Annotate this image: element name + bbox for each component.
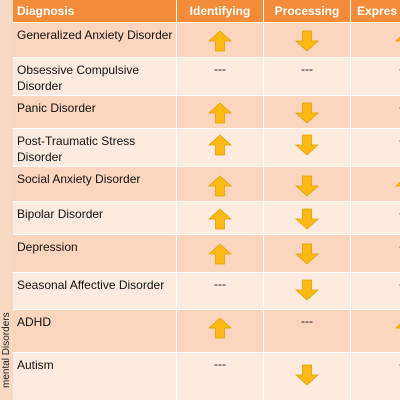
table-row: Social Anxiety Disorder (13, 166, 400, 201)
arrow-up-icon (395, 317, 400, 339)
processing-cell (264, 202, 351, 234)
diagnosis-cell: Panic Disorder (13, 96, 177, 128)
diagnosis-cell: Seasonal Affective Disorder (13, 273, 177, 309)
arrow-up-icon (208, 317, 232, 339)
arrow-down-icon (295, 102, 319, 124)
expressing-cell (351, 23, 400, 57)
processing-cell (264, 235, 351, 272)
table-row: Panic Disorder -- (13, 95, 400, 128)
processing-cell: --- (264, 310, 351, 352)
expressing-cell: -- (351, 235, 400, 272)
processing-cell (264, 96, 351, 128)
table-row: ADHD --- (13, 309, 400, 352)
expressing-cell: -- (351, 129, 400, 166)
processing-cell (264, 129, 351, 166)
diagnosis-cell: ADHD (13, 310, 177, 352)
no-change-dash: --- (301, 62, 313, 76)
arrow-up-icon (208, 175, 232, 197)
expressing-cell: -- (351, 353, 400, 400)
expressing-cell: -- (351, 273, 400, 309)
expressing-cell (351, 167, 400, 201)
header-identifying: Identifying (177, 0, 264, 22)
table-row: Depression -- (13, 234, 400, 272)
table-row: Obsessive Compulsive Disorder-------- (13, 57, 400, 95)
diagnosis-cell: Social Anxiety Disorder (13, 167, 177, 201)
table-row: Seasonal Affective Disorder----- (13, 272, 400, 309)
table-row: Post-Traumatic Stress Disorder -- (13, 128, 400, 166)
arrow-down-icon (295, 243, 319, 265)
identifying-cell: --- (177, 353, 264, 400)
arrow-down-icon (295, 208, 319, 230)
diagnosis-cell: Generalized Anxiety Disorder (13, 23, 177, 57)
identifying-cell (177, 310, 264, 352)
arrow-up-icon (208, 30, 232, 52)
arrow-down-icon (295, 30, 319, 52)
header-expressing: Expres (351, 0, 400, 22)
arrow-up-icon (208, 208, 232, 230)
table-row: Bipolar Disorder -- (13, 201, 400, 234)
processing-cell (264, 23, 351, 57)
table-header: Diagnosis Identifying Processing Expres (13, 0, 400, 22)
identifying-cell: --- (177, 58, 264, 95)
diagnosis-cell: Depression (13, 235, 177, 272)
no-change-dash: --- (214, 62, 226, 76)
expressing-cell: -- (351, 96, 400, 128)
diagnosis-cell: Post-Traumatic Stress Disorder (13, 129, 177, 166)
processing-cell: --- (264, 58, 351, 95)
side-category-band: mental Disorders (0, 0, 14, 400)
identifying-cell (177, 129, 264, 166)
arrow-up-icon (395, 30, 400, 52)
diagnosis-cell: Autism (13, 353, 177, 400)
diagnosis-cell: Bipolar Disorder (13, 202, 177, 234)
header-diagnosis: Diagnosis (13, 0, 177, 22)
arrow-down-icon (295, 134, 319, 156)
header-processing: Processing (264, 0, 351, 22)
expressing-cell (351, 310, 400, 352)
no-change-dash: --- (214, 357, 226, 371)
processing-cell (264, 167, 351, 201)
identifying-cell (177, 235, 264, 272)
arrow-down-icon (295, 175, 319, 197)
expressing-cell: -- (351, 202, 400, 234)
identifying-cell (177, 96, 264, 128)
table-row: Generalized Anxiety Disorder (13, 22, 400, 57)
arrow-down-icon (295, 364, 319, 386)
arrow-up-icon (208, 243, 232, 265)
arrow-up-icon (208, 134, 232, 156)
processing-cell (264, 273, 351, 309)
identifying-cell (177, 167, 264, 201)
identifying-cell (177, 202, 264, 234)
arrow-up-icon (395, 175, 400, 197)
no-change-dash: --- (214, 277, 226, 291)
arrow-down-icon (295, 279, 319, 301)
processing-cell (264, 353, 351, 400)
identifying-cell (177, 23, 264, 57)
diagnosis-cell: Obsessive Compulsive Disorder (13, 58, 177, 95)
side-category-label: mental Disorders (1, 312, 12, 388)
expressing-cell: -- (351, 58, 400, 95)
arrow-up-icon (208, 102, 232, 124)
identifying-cell: --- (177, 273, 264, 309)
no-change-dash: --- (301, 314, 313, 328)
table-row: Autism----- (13, 352, 400, 400)
